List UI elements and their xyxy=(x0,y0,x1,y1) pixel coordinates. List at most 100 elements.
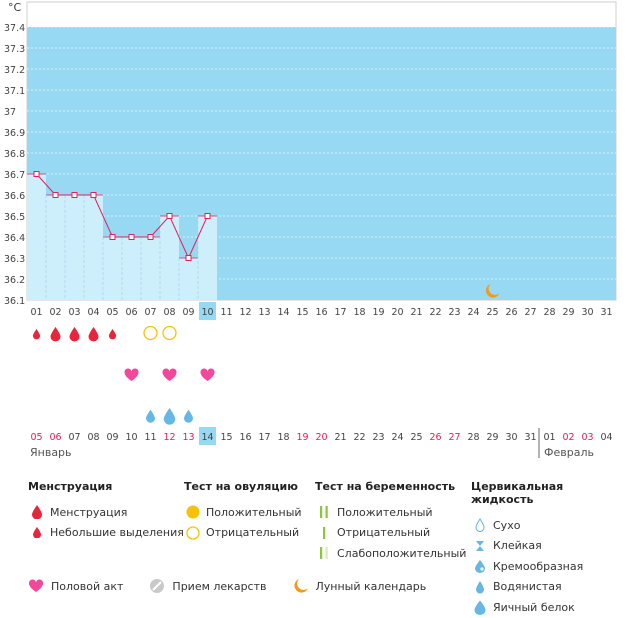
legend-item-spotting: Небольшие выделения xyxy=(28,523,184,544)
calendar-date-label: 07 xyxy=(68,432,80,443)
legend-ovulation-title: Тест на овуляцию xyxy=(184,480,298,493)
legend-item-dry: Сухо xyxy=(471,515,626,536)
cervical-fluid-mark xyxy=(184,409,193,423)
legend-item-moon: Лунный календарь xyxy=(293,578,426,594)
calendar-date-label: 09 xyxy=(106,432,118,443)
calendar-date-label: 11 xyxy=(144,432,156,443)
temperature-column xyxy=(122,237,141,300)
temperature-point xyxy=(52,192,59,198)
intercourse-mark xyxy=(124,368,139,381)
hourglass-icon xyxy=(471,540,489,552)
blood-drop-icon xyxy=(28,505,46,520)
menstruation-mark xyxy=(108,328,117,340)
y-tick-label: 36.5 xyxy=(4,212,25,223)
calendar-date-label: 31 xyxy=(524,432,536,443)
legend-item-intercourse: Половой акт xyxy=(28,579,123,593)
small-blood-drop-icon xyxy=(28,527,46,539)
y-tick-label: 36.6 xyxy=(4,191,25,202)
month-label-start: Январь xyxy=(30,446,72,459)
moon-calendar-marker xyxy=(485,284,500,298)
legend-item-menstruation: Менструация xyxy=(28,502,184,523)
legend-item-sticky: Клейкая xyxy=(471,536,626,557)
calendar-date-label: 12 xyxy=(163,432,175,443)
legend-item-medication: Прием лекарств xyxy=(149,578,267,594)
calendar-date-label: 20 xyxy=(315,432,327,443)
empty-circle-icon xyxy=(184,525,202,541)
cycle-day-label: 12 xyxy=(239,307,251,318)
cycle-day-label: 22 xyxy=(429,307,441,318)
intercourse-mark xyxy=(162,368,177,381)
cycle-day-label: 02 xyxy=(49,307,61,318)
legend-menstruation: Менструация Менструация Небольшие выделе… xyxy=(28,480,184,543)
cycle-day-label: 08 xyxy=(163,307,175,318)
temperature-column xyxy=(84,195,103,300)
calendar-date-label: 28 xyxy=(467,432,479,443)
legend-item-creamy: Кремообразная xyxy=(471,556,626,577)
calendar-date-label: 24 xyxy=(391,432,403,443)
temperature-point xyxy=(185,255,192,261)
moon-icon xyxy=(485,284,500,298)
legend-item-egg-white: Яичный белок xyxy=(471,597,626,618)
legend-ovulation: Тест на овуляцию Положительный Отрицател… xyxy=(184,480,302,543)
cycle-day-label: 13 xyxy=(258,307,270,318)
legend-item-ovulation-positive: Положительный xyxy=(184,502,302,523)
calendar-date-label: 03 xyxy=(581,432,593,443)
legend-pregnancy-title: Тест на беременность xyxy=(315,480,456,493)
legend-item-watery: Водянистая xyxy=(471,577,626,598)
y-tick-label: 36.8 xyxy=(4,149,25,160)
temperature-points xyxy=(33,171,211,261)
calendar-date-labels: 05 06 07 08 09 10 11 12 13 14 15 16 17 18 19 20 21 22 23 24… xyxy=(30,427,613,458)
calendar-date-label: 25 xyxy=(410,432,422,443)
y-tick-label: 37.1 xyxy=(4,86,25,97)
faint-lines-icon xyxy=(315,546,333,560)
calendar-date-label: 18 xyxy=(277,432,289,443)
event-rows xyxy=(32,325,215,425)
y-tick-label: 37 xyxy=(4,107,16,118)
cycle-day-label: 19 xyxy=(372,307,384,318)
calendar-date-label: 27 xyxy=(448,432,460,443)
cycle-day-label: 28 xyxy=(543,307,555,318)
temperature-point xyxy=(33,171,40,177)
cycle-day-label: 07 xyxy=(144,307,156,318)
calendar-date-label: 02 xyxy=(562,432,574,443)
cycle-day-label: 06 xyxy=(125,307,137,318)
two-lines-icon xyxy=(315,505,333,519)
cycle-day-label: 29 xyxy=(562,307,574,318)
temperature-point xyxy=(204,213,211,219)
intercourse-mark xyxy=(200,368,215,381)
temperature-point xyxy=(109,234,116,240)
calendar-date-label: 30 xyxy=(505,432,517,443)
legend-pregnancy: Тест на беременность Положительный Отриц… xyxy=(315,480,466,564)
menstruation-mark xyxy=(69,327,80,342)
y-tick-label: 37.2 xyxy=(4,65,25,76)
cycle-day-label: 10 xyxy=(201,307,213,318)
temperature-column xyxy=(46,195,65,300)
cycle-day-labels: 01 02 03 04 05 06 07 08 09 10 11 12 13 14 15 16 17 18 19 20… xyxy=(30,302,613,320)
partial-drop-icon xyxy=(471,559,489,574)
legend-cervical-title: Цервикальная жидкость xyxy=(471,480,564,506)
cycle-day-label: 16 xyxy=(315,307,327,318)
big-drop-icon xyxy=(471,600,489,615)
temperature-column xyxy=(198,216,217,300)
heart-icon xyxy=(28,579,44,593)
temperature-column xyxy=(141,237,160,300)
temperature-series-line xyxy=(36,173,208,260)
temperature-column xyxy=(103,237,122,300)
calendar-date-label: 26 xyxy=(429,432,441,443)
month-label-next: Февраль xyxy=(544,446,594,459)
temperature-fill xyxy=(27,173,217,300)
temperature-column xyxy=(65,195,84,300)
temperature-line xyxy=(36,173,208,260)
temperature-point xyxy=(71,192,78,198)
ovulation-test-mark xyxy=(143,325,158,341)
temperature-column xyxy=(27,174,46,300)
calendar-date-label: 29 xyxy=(486,432,498,443)
cycle-day-label: 01 xyxy=(30,307,42,318)
y-axis-unit: °C xyxy=(8,1,22,14)
calendar-date-label: 10 xyxy=(125,432,137,443)
calendar-date-label: 17 xyxy=(258,432,270,443)
calendar-date-label: 13 xyxy=(182,432,194,443)
cervical-fluid-mark xyxy=(146,409,155,423)
cycle-day-label: 25 xyxy=(486,307,498,318)
cycle-day-label: 23 xyxy=(448,307,460,318)
